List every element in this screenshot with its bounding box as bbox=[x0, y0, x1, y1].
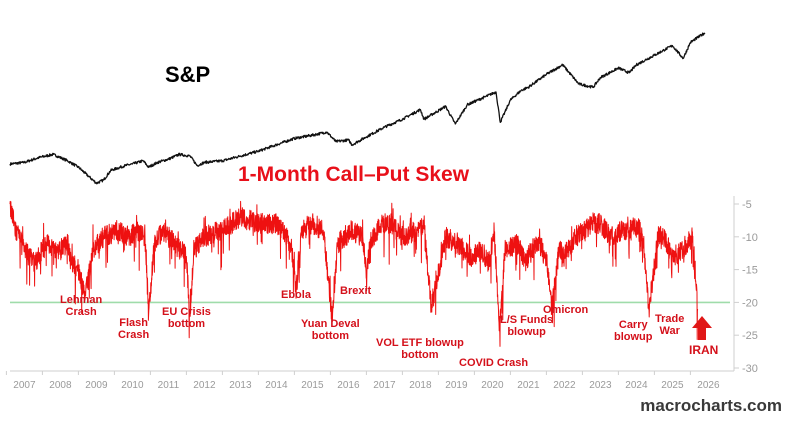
x-tick-label: 2007 bbox=[13, 380, 36, 391]
chart-title: 1-Month Call–Put Skew bbox=[238, 163, 470, 186]
x-tick-label: 2008 bbox=[49, 380, 72, 391]
sp-label: S&P bbox=[165, 62, 211, 87]
x-tick-label: 2017 bbox=[373, 380, 396, 391]
y-tick-label: -30 bbox=[742, 363, 758, 375]
x-tick-label: 2015 bbox=[301, 380, 324, 391]
y-tick-label: -20 bbox=[742, 297, 758, 309]
annotation-flash-crash: Flash Crash bbox=[118, 317, 150, 341]
x-tick-label: 2026 bbox=[697, 380, 720, 391]
annotation-brexit: Brexit bbox=[340, 285, 372, 297]
annotation-omicron: Omicron bbox=[543, 304, 589, 316]
y-tick-label: -25 bbox=[742, 330, 758, 342]
y-ticks: -5 -10 -15 -20 -25 -30 bbox=[734, 199, 758, 375]
annotation-carry: Carry blowup bbox=[614, 319, 653, 343]
x-tick-label: 2012 bbox=[193, 380, 216, 391]
annotation-covid: COVID Crash bbox=[459, 357, 529, 369]
x-tick-label: 2024 bbox=[625, 380, 648, 391]
x-tick-label: 2013 bbox=[229, 380, 252, 391]
annotation-trade-war: Trade War bbox=[655, 313, 685, 337]
x-tick-label: 2009 bbox=[85, 380, 108, 391]
x-tick-label: 2020 bbox=[481, 380, 504, 391]
x-ticks: 2007 2008 2009 2010 2011 2012 2013 2014 2015 2016… bbox=[5, 371, 720, 391]
annotation-lehman: Lehman Crash bbox=[60, 294, 103, 318]
source-watermark: macrocharts.com bbox=[640, 396, 782, 415]
x-tick-label: 2021 bbox=[517, 380, 540, 391]
iran-arrow-icon bbox=[692, 316, 712, 340]
x-tick-label: 2010 bbox=[121, 380, 144, 391]
y-tick-label: -10 bbox=[742, 232, 758, 244]
annotation-ls-funds: L/S Funds blowup bbox=[500, 314, 554, 338]
y-tick-label: -15 bbox=[742, 265, 758, 277]
x-tick-label: 2019 bbox=[445, 380, 468, 391]
annotation-eu-crisis: EU Crisis bottom bbox=[162, 306, 211, 330]
x-tick-label: 2023 bbox=[589, 380, 612, 391]
annotation-iran: IRAN bbox=[689, 343, 719, 357]
sp-line bbox=[9, 32, 706, 185]
y-tick-label: -5 bbox=[742, 199, 752, 211]
annotation-ebola: Ebola bbox=[281, 289, 311, 301]
x-tick-label: 2011 bbox=[158, 380, 180, 391]
annotation-yuan-deval: Yuan Deval bottom bbox=[301, 318, 360, 342]
x-tick-label: 2016 bbox=[337, 380, 360, 391]
annotation-vol-etf: VOL ETF blowup bottom bbox=[376, 337, 464, 361]
x-tick-label: 2018 bbox=[409, 380, 432, 391]
sp-series-layer bbox=[9, 32, 706, 185]
x-tick-label: 2022 bbox=[553, 380, 576, 391]
skew-series-layer bbox=[9, 200, 699, 347]
skew-line bbox=[9, 200, 699, 347]
x-tick-label: 2014 bbox=[265, 380, 288, 391]
x-tick-label: 2025 bbox=[661, 380, 684, 391]
